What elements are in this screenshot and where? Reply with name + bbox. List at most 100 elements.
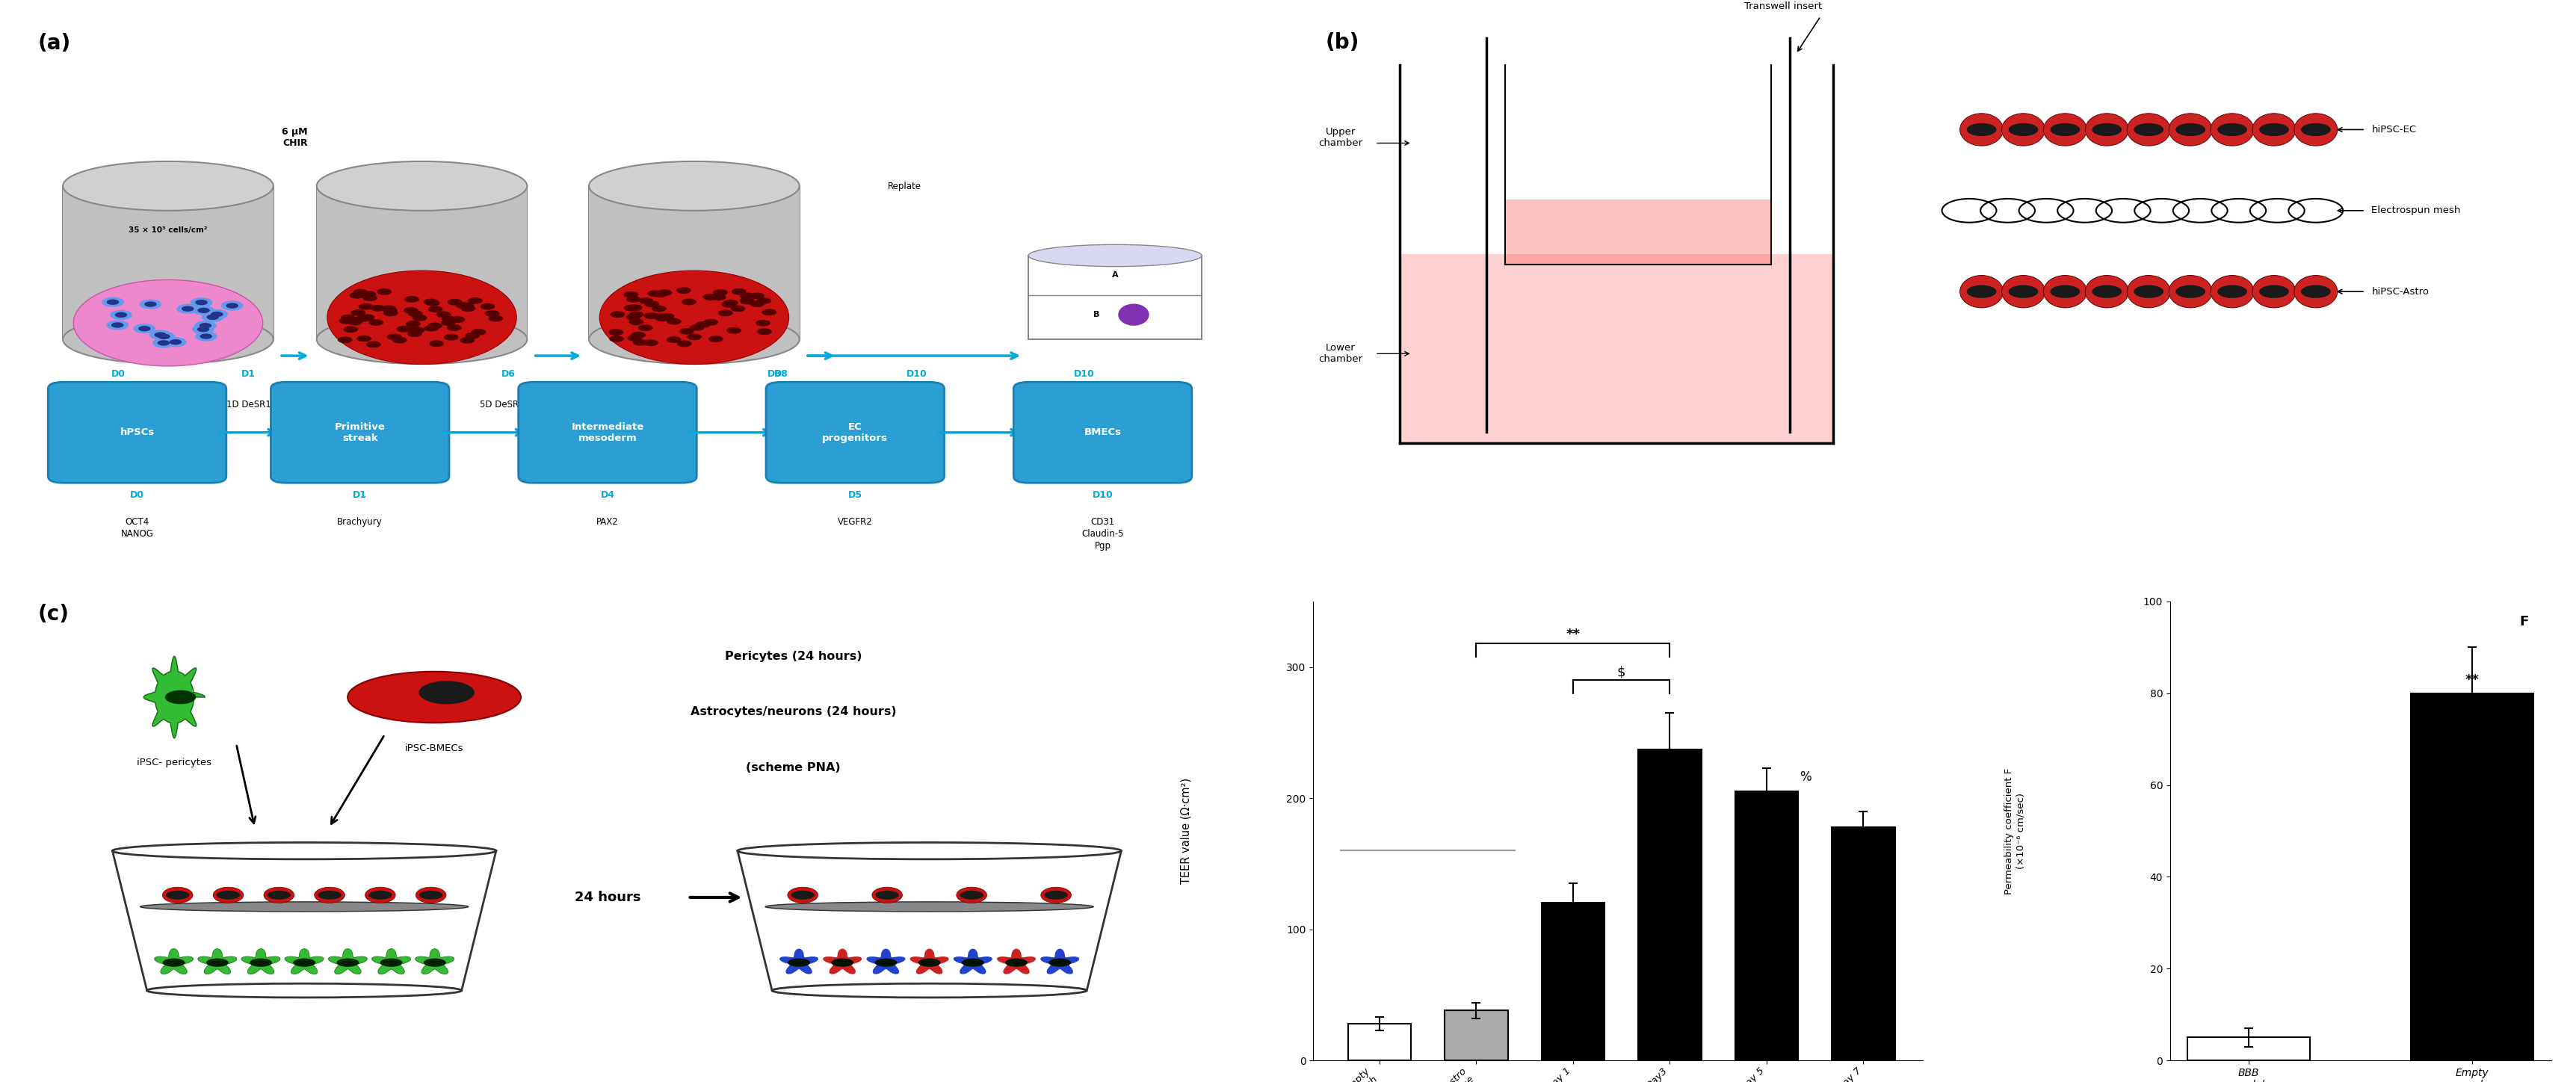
Text: iPSC- pericytes: iPSC- pericytes [137, 757, 211, 767]
Ellipse shape [1028, 245, 1200, 266]
Ellipse shape [415, 887, 446, 903]
Circle shape [788, 959, 809, 967]
Circle shape [626, 334, 641, 341]
Circle shape [404, 320, 420, 327]
Circle shape [363, 294, 376, 301]
Text: 24 hours: 24 hours [574, 890, 641, 905]
Text: hiPSC-Astro: hiPSC-Astro [2370, 287, 2429, 296]
Circle shape [703, 293, 719, 300]
Circle shape [162, 959, 185, 967]
Circle shape [739, 292, 755, 299]
Circle shape [165, 890, 191, 899]
Circle shape [469, 298, 482, 304]
Circle shape [634, 339, 647, 345]
Ellipse shape [139, 901, 469, 911]
Circle shape [412, 315, 428, 321]
Ellipse shape [788, 887, 817, 903]
Text: hPSCs: hPSCs [121, 427, 155, 437]
Circle shape [193, 305, 214, 315]
Circle shape [440, 316, 456, 322]
Ellipse shape [2084, 276, 2128, 307]
FancyBboxPatch shape [270, 382, 448, 483]
Circle shape [714, 289, 726, 295]
Circle shape [149, 330, 173, 340]
Ellipse shape [1118, 304, 1149, 326]
Ellipse shape [314, 887, 345, 903]
FancyBboxPatch shape [518, 382, 696, 483]
Circle shape [608, 335, 623, 342]
Circle shape [757, 298, 770, 304]
Text: PAX2: PAX2 [595, 517, 618, 527]
Text: **: ** [2465, 674, 2478, 687]
Circle shape [420, 890, 443, 899]
Circle shape [703, 294, 719, 301]
Ellipse shape [62, 161, 273, 211]
Circle shape [750, 301, 765, 307]
Polygon shape [415, 949, 453, 974]
Circle shape [626, 314, 641, 320]
Circle shape [461, 337, 474, 344]
Ellipse shape [214, 887, 242, 903]
Circle shape [677, 341, 690, 347]
Ellipse shape [2293, 276, 2336, 307]
Circle shape [721, 301, 737, 307]
Circle shape [876, 890, 899, 899]
Bar [1445, 1011, 1507, 1060]
Ellipse shape [2210, 276, 2254, 307]
Circle shape [1005, 959, 1028, 967]
Polygon shape [327, 949, 366, 974]
Text: Pericytes (24 hours): Pericytes (24 hours) [724, 650, 860, 662]
Circle shape [708, 335, 724, 342]
Circle shape [196, 331, 216, 341]
Ellipse shape [317, 315, 528, 364]
Text: 5D DeSR2: 5D DeSR2 [479, 399, 526, 409]
Polygon shape [1041, 949, 1079, 974]
Circle shape [639, 298, 654, 304]
Circle shape [2007, 285, 2038, 298]
Bar [317, 186, 528, 340]
Text: (c): (c) [39, 604, 70, 625]
Ellipse shape [162, 887, 193, 903]
Circle shape [958, 890, 984, 899]
Text: D0: D0 [129, 490, 144, 500]
Text: Lower
chamber: Lower chamber [1319, 343, 1363, 365]
Circle shape [608, 329, 623, 335]
Ellipse shape [2043, 114, 2087, 146]
Circle shape [376, 289, 392, 295]
Text: 6 µM
CHIR: 6 µM CHIR [281, 127, 307, 147]
Text: Replate: Replate [889, 182, 922, 192]
Text: D10: D10 [1092, 490, 1113, 500]
Ellipse shape [2002, 114, 2045, 146]
Text: 3D mTeSR1: 3D mTeSR1 [80, 399, 131, 409]
Circle shape [410, 327, 425, 333]
Circle shape [2092, 123, 2120, 136]
Circle shape [471, 329, 487, 335]
Circle shape [106, 320, 129, 330]
Circle shape [2300, 123, 2329, 136]
Circle shape [873, 959, 896, 967]
Circle shape [191, 298, 214, 307]
Circle shape [739, 298, 755, 304]
Circle shape [425, 325, 438, 331]
Circle shape [157, 340, 170, 345]
Bar [1347, 1024, 1412, 1060]
Circle shape [381, 305, 397, 312]
Text: D1: D1 [242, 369, 255, 379]
Circle shape [340, 315, 355, 321]
Circle shape [750, 292, 765, 300]
Text: hiPSC-EC: hiPSC-EC [2370, 124, 2416, 134]
Circle shape [196, 300, 209, 305]
Circle shape [675, 287, 690, 293]
Ellipse shape [2084, 114, 2128, 146]
Circle shape [355, 335, 371, 342]
Circle shape [611, 312, 626, 318]
Ellipse shape [327, 270, 515, 365]
Circle shape [198, 322, 211, 328]
Circle shape [116, 312, 126, 318]
Circle shape [652, 291, 667, 298]
Circle shape [479, 303, 495, 309]
Circle shape [193, 320, 216, 330]
Text: 2D hECSR1: 2D hECSR1 [595, 399, 644, 409]
Circle shape [2133, 285, 2164, 298]
Circle shape [456, 302, 471, 308]
